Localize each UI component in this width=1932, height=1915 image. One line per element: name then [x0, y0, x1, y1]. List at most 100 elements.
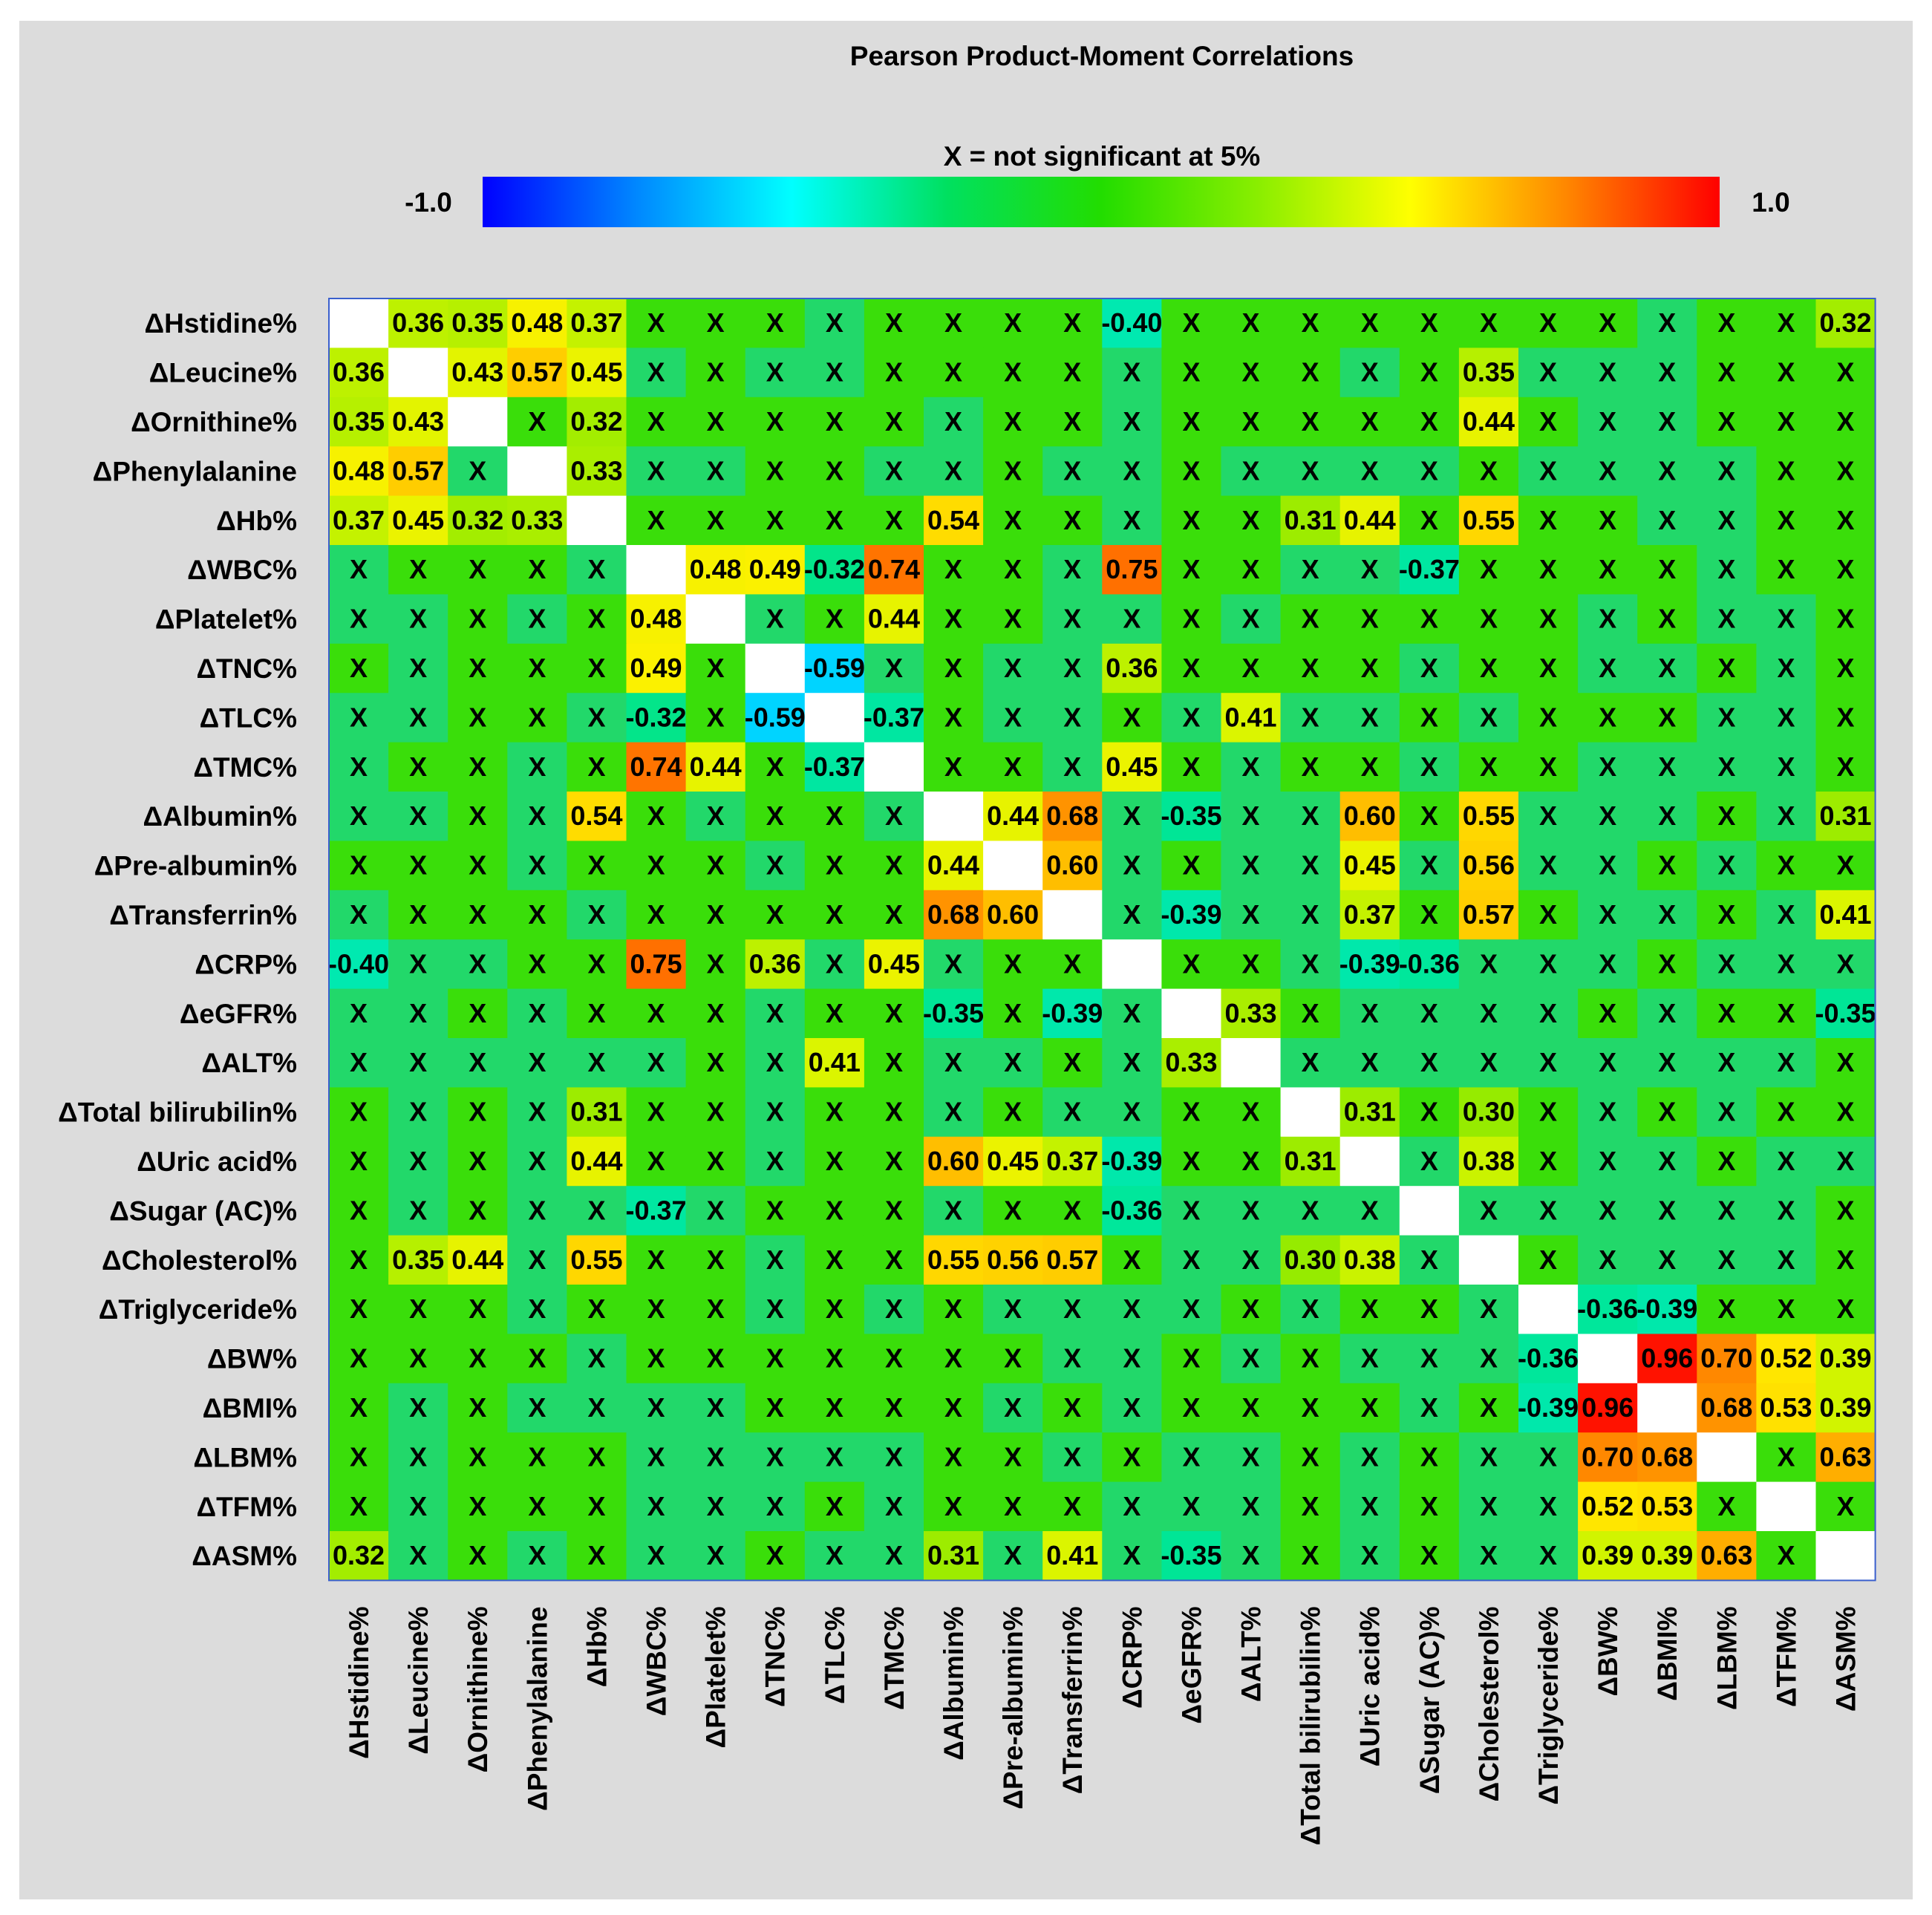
not-significant-marker: X: [1599, 307, 1616, 338]
not-significant-marker: X: [1242, 505, 1260, 535]
not-significant-marker: X: [1480, 307, 1498, 338]
not-significant-marker: X: [1480, 1441, 1498, 1472]
nonsignificant-cell: [329, 1383, 389, 1433]
not-significant-marker: X: [826, 899, 843, 930]
significant-cell: [1637, 1432, 1697, 1483]
nonsignificant-cell: [1637, 939, 1697, 990]
not-significant-marker: X: [766, 998, 784, 1028]
not-significant-marker: X: [647, 1392, 665, 1423]
nonsignificant-cell: [1458, 939, 1519, 990]
nonsignificant-cell: [1815, 1038, 1876, 1088]
nonsignificant-cell: [1578, 397, 1638, 447]
diagonal-cell: [983, 841, 1043, 891]
significant-cell: [1815, 1383, 1876, 1433]
not-significant-marker: X: [1777, 751, 1795, 782]
correlation-value-label: 0.63: [1700, 1540, 1752, 1570]
significant-cell: [567, 792, 627, 841]
colorbar-min-label: -1.0: [405, 187, 452, 218]
not-significant-marker: X: [409, 1491, 427, 1521]
nonsignificant-cell: [1221, 643, 1282, 694]
not-significant-marker: X: [1658, 948, 1676, 979]
nonsignificant-cell: [745, 397, 806, 447]
not-significant-marker: X: [1004, 702, 1022, 732]
not-significant-marker: X: [1063, 1392, 1081, 1423]
correlation-value-label: 0.37: [1344, 899, 1396, 930]
not-significant-marker: X: [885, 1540, 903, 1570]
not-significant-marker: X: [826, 1146, 843, 1176]
not-significant-marker: X: [1599, 800, 1616, 831]
not-significant-marker: X: [1539, 455, 1557, 486]
nonsignificant-cell: [983, 495, 1043, 546]
nonsignificant-cell: [1518, 397, 1579, 447]
not-significant-marker: X: [587, 1293, 605, 1324]
significant-cell: [1458, 1087, 1519, 1138]
nonsignificant-cell: [804, 1186, 865, 1236]
not-significant-marker: X: [469, 1097, 486, 1127]
nonsignificant-cell: [745, 1383, 806, 1433]
not-significant-marker: X: [885, 653, 903, 683]
column-label: ΔHb%: [581, 1606, 612, 1687]
significant-cell: [1815, 890, 1876, 940]
significant-cell: [448, 298, 508, 348]
nonsignificant-cell: [1697, 1136, 1757, 1187]
not-significant-marker: X: [1242, 1343, 1260, 1374]
nonsignificant-cell: [1697, 1087, 1757, 1138]
nonsignificant-cell: [1161, 1285, 1222, 1334]
not-significant-marker: X: [1539, 751, 1557, 782]
not-significant-marker: X: [1420, 406, 1438, 437]
row-label: ΔCRP%: [195, 949, 297, 979]
correlation-value-label: 0.57: [1463, 899, 1515, 930]
correlation-value-label: 0.57: [511, 357, 563, 388]
nonsignificant-cell: [685, 1186, 746, 1236]
nonsignificant-cell: [1458, 1481, 1519, 1532]
nonsignificant-cell: [1815, 1481, 1876, 1532]
nonsignificant-cell: [804, 348, 865, 398]
not-significant-marker: X: [1717, 702, 1735, 732]
nonsignificant-cell: [1280, 643, 1341, 694]
nonsignificant-cell: [745, 1432, 806, 1483]
nonsignificant-cell: [804, 988, 865, 1039]
correlation-value-label: 0.70: [1582, 1441, 1634, 1472]
nonsignificant-cell: [507, 1334, 567, 1384]
significant-cell: [1815, 1432, 1876, 1483]
column-label: ΔCRP%: [1117, 1606, 1147, 1709]
nonsignificant-cell: [448, 1136, 508, 1187]
nonsignificant-cell: [1578, 1186, 1638, 1236]
not-significant-marker: X: [1658, 998, 1676, 1028]
not-significant-marker: X: [1837, 455, 1855, 486]
correlation-value-label: -0.32: [626, 702, 687, 732]
nonsignificant-cell: [983, 643, 1043, 694]
not-significant-marker: X: [826, 800, 843, 831]
not-significant-marker: X: [766, 505, 784, 535]
nonsignificant-cell: [1458, 693, 1519, 743]
nonsignificant-cell: [1518, 643, 1579, 694]
significant-cell: [1102, 298, 1162, 348]
not-significant-marker: X: [1777, 357, 1795, 388]
not-significant-marker: X: [1182, 751, 1200, 782]
not-significant-marker: X: [1004, 1441, 1022, 1472]
not-significant-marker: X: [1004, 998, 1022, 1028]
nonsignificant-cell: [1221, 841, 1282, 891]
not-significant-marker: X: [707, 800, 725, 831]
column-label: ΔTLC%: [820, 1606, 850, 1703]
nonsignificant-cell: [804, 495, 865, 546]
not-significant-marker: X: [1717, 307, 1735, 338]
row-label: ΔLBM%: [193, 1442, 297, 1472]
not-significant-marker: X: [885, 307, 903, 338]
nonsignificant-cell: [1399, 446, 1460, 497]
row-label: ΔTLC%: [200, 702, 297, 733]
not-significant-marker: X: [528, 998, 546, 1028]
not-significant-marker: X: [1063, 406, 1081, 437]
column-label: ΔCholesterol%: [1474, 1606, 1504, 1801]
not-significant-marker: X: [766, 850, 784, 881]
not-significant-marker: X: [885, 1441, 903, 1472]
row-label: ΔWBC%: [187, 555, 297, 585]
nonsignificant-cell: [685, 1432, 746, 1483]
row-label: ΔPhenylalanine: [93, 456, 297, 486]
not-significant-marker: X: [1123, 1343, 1140, 1374]
nonsignificant-cell: [626, 1481, 687, 1532]
not-significant-marker: X: [350, 1097, 368, 1127]
not-significant-marker: X: [469, 800, 486, 831]
correlation-value-label: 0.36: [333, 357, 385, 388]
correlation-value-label: 0.30: [1463, 1097, 1515, 1127]
